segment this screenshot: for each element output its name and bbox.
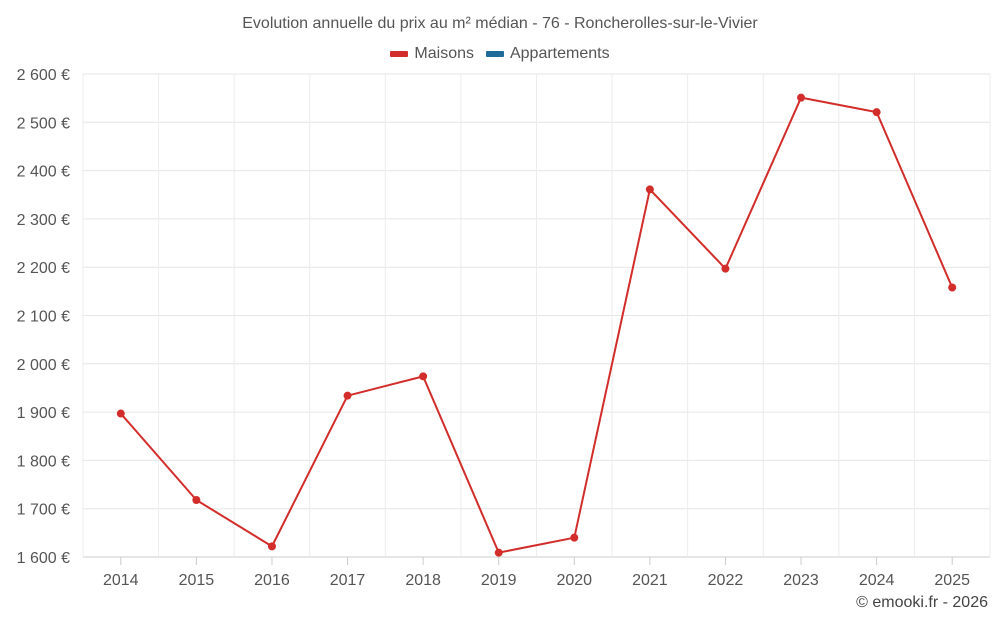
legend-item-appartements[interactable]: Appartements (485, 45, 610, 63)
legend-label-appartements: Appartements (509, 45, 610, 62)
legend-item-maisons[interactable]: Maisons (390, 45, 474, 63)
data-point (797, 93, 806, 102)
y-tick-label: 2 000 € (17, 357, 70, 374)
x-tick-label: 2019 (481, 572, 517, 589)
chart-legend: Maisons Appartements (0, 45, 1000, 63)
chart-title: Evolution annuelle du prix au m² médian … (242, 15, 758, 32)
credit-text: © emooki.fr - 2026 (856, 594, 988, 611)
data-point (570, 533, 579, 542)
data-point (419, 372, 428, 381)
x-tick-label: 2017 (330, 572, 366, 589)
x-tick-label: 2024 (859, 572, 895, 589)
legend-swatch-maisons (390, 51, 409, 57)
data-point (721, 264, 730, 273)
data-point (948, 283, 957, 292)
legend-swatch-appartements (485, 51, 504, 57)
y-tick-label: 1 700 € (17, 502, 70, 519)
y-tick-label: 2 600 € (17, 67, 70, 84)
x-tick-label: 2025 (934, 572, 970, 589)
data-point (872, 108, 881, 117)
x-tick-label: 2014 (103, 572, 139, 589)
data-point (192, 496, 201, 505)
x-tick-label: 2020 (556, 572, 592, 589)
data-point (494, 548, 503, 557)
series-line-maisons (120, 96, 954, 554)
x-tick-label: 2022 (708, 572, 744, 589)
data-point (343, 391, 352, 400)
x-tick-label: 2018 (405, 572, 441, 589)
y-tick-label: 1 600 € (17, 550, 70, 567)
y-tick-label: 2 500 € (17, 115, 70, 132)
y-tick-label: 2 300 € (17, 212, 70, 229)
data-point (116, 409, 125, 418)
data-point (645, 185, 654, 194)
x-tick-label: 2016 (254, 572, 290, 589)
y-tick-label: 2 100 € (17, 309, 70, 326)
y-tick-label: 2 200 € (17, 260, 70, 277)
x-tick-label: 2021 (632, 572, 668, 589)
x-tick-label: 2023 (783, 572, 819, 589)
data-point (267, 542, 276, 551)
legend-label-maisons: Maisons (414, 45, 474, 62)
x-tick-label: 2015 (179, 572, 215, 589)
y-tick-label: 1 900 € (17, 405, 70, 422)
y-tick-label: 2 400 € (17, 164, 70, 181)
y-tick-label: 1 800 € (17, 453, 70, 470)
